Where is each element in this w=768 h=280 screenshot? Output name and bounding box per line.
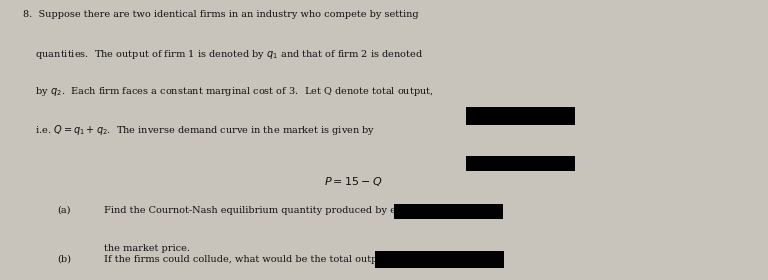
Text: If the firms could collude, what would be the total output in the mar-: If the firms could collude, what would b… (104, 255, 445, 264)
Text: (a): (a) (58, 206, 71, 215)
Text: i.e. $Q = q_1 + q_2$.  The inverse demand curve in the market is given by: i.e. $Q = q_1 + q_2$. The inverse demand… (23, 123, 376, 137)
Text: (b): (b) (58, 255, 71, 264)
Text: by $q_2$.  Each firm faces a constant marginal cost of 3.  Let Q denote total ou: by $q_2$. Each firm faces a constant mar… (23, 85, 434, 98)
Text: 8.  Suppose there are two identical firms in an industry who compete by setting: 8. Suppose there are two identical firms… (23, 10, 419, 19)
Text: the market price.: the market price. (104, 244, 190, 253)
Text: Find the Cournot-Nash equilibrium quantity produced by each firm and: Find the Cournot-Nash equilibrium quanti… (104, 206, 458, 215)
Text: $P = 15 - Q$: $P = 15 - Q$ (324, 175, 382, 188)
Text: quantities.  The output of firm 1 is denoted by $q_1$ and that of firm 2 is deno: quantities. The output of firm 1 is deno… (23, 48, 423, 60)
